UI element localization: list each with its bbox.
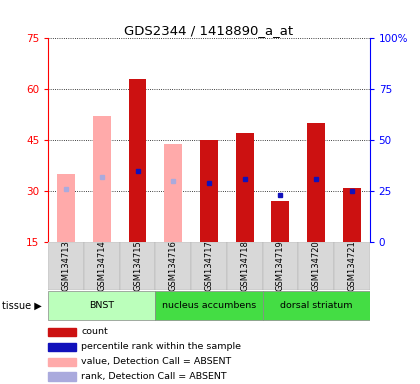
Text: GSM134721: GSM134721 xyxy=(347,240,356,291)
Bar xyxy=(93,116,111,242)
Title: GDS2344 / 1418890_a_at: GDS2344 / 1418890_a_at xyxy=(124,24,294,37)
Bar xyxy=(57,174,75,242)
Bar xyxy=(191,242,227,290)
Text: dorsal striatum: dorsal striatum xyxy=(280,301,352,310)
Text: BNST: BNST xyxy=(89,301,114,310)
Bar xyxy=(164,144,182,242)
Text: GSM134717: GSM134717 xyxy=(205,240,213,291)
Bar xyxy=(227,242,262,290)
Bar xyxy=(298,242,334,290)
Bar xyxy=(48,291,155,320)
Text: GSM134720: GSM134720 xyxy=(312,240,320,291)
Bar xyxy=(48,358,76,366)
Bar xyxy=(200,140,218,242)
Bar xyxy=(155,291,262,320)
Bar xyxy=(84,242,120,290)
Bar xyxy=(155,242,191,290)
Text: nucleus accumbens: nucleus accumbens xyxy=(162,301,256,310)
Text: GSM134714: GSM134714 xyxy=(97,240,106,291)
Bar xyxy=(129,79,147,242)
Text: GSM134719: GSM134719 xyxy=(276,240,285,291)
Bar xyxy=(271,201,289,242)
Text: GSM134713: GSM134713 xyxy=(62,240,71,291)
Bar xyxy=(236,133,254,242)
Text: GSM134715: GSM134715 xyxy=(133,240,142,291)
Text: GSM134716: GSM134716 xyxy=(169,240,178,291)
Bar xyxy=(48,343,76,351)
Text: rank, Detection Call = ABSENT: rank, Detection Call = ABSENT xyxy=(81,372,227,381)
Bar xyxy=(48,328,76,336)
Bar xyxy=(120,242,155,290)
Bar xyxy=(343,188,361,242)
Text: tissue ▶: tissue ▶ xyxy=(2,300,42,310)
Bar xyxy=(334,242,370,290)
Bar xyxy=(262,242,298,290)
Bar xyxy=(48,372,76,381)
Text: count: count xyxy=(81,328,108,336)
Text: GSM134718: GSM134718 xyxy=(240,240,249,291)
Bar xyxy=(48,242,84,290)
Bar xyxy=(307,123,325,242)
Text: percentile rank within the sample: percentile rank within the sample xyxy=(81,342,242,351)
Text: value, Detection Call = ABSENT: value, Detection Call = ABSENT xyxy=(81,357,232,366)
Bar xyxy=(262,291,370,320)
